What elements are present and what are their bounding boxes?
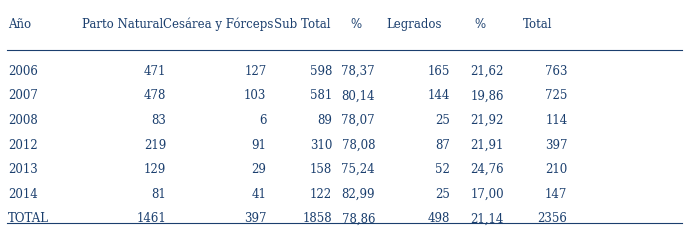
- Text: 2356: 2356: [538, 212, 567, 225]
- Text: 114: 114: [545, 114, 567, 127]
- Text: 725: 725: [545, 89, 567, 102]
- Text: 165: 165: [428, 65, 450, 78]
- Text: 89: 89: [318, 114, 332, 127]
- Text: 122: 122: [310, 188, 332, 201]
- Text: 129: 129: [144, 163, 166, 176]
- Text: 29: 29: [252, 163, 266, 176]
- Text: 2014: 2014: [8, 188, 38, 201]
- Text: 82,99: 82,99: [342, 188, 375, 201]
- Text: 1858: 1858: [302, 212, 332, 225]
- Text: 581: 581: [310, 89, 332, 102]
- Text: 21,14: 21,14: [471, 212, 504, 225]
- Text: Sub Total: Sub Total: [275, 18, 331, 31]
- Text: 1461: 1461: [136, 212, 166, 225]
- Text: 75,24: 75,24: [341, 163, 375, 176]
- Text: 19,86: 19,86: [471, 89, 504, 102]
- Text: %: %: [474, 18, 485, 31]
- Text: 397: 397: [545, 139, 567, 152]
- Text: 87: 87: [435, 139, 450, 152]
- Text: 2012: 2012: [8, 139, 38, 152]
- Text: 6: 6: [259, 114, 266, 127]
- Text: 25: 25: [435, 114, 450, 127]
- Text: 21,62: 21,62: [471, 65, 504, 78]
- Text: 21,92: 21,92: [471, 114, 504, 127]
- Text: 2008: 2008: [8, 114, 38, 127]
- Text: 763: 763: [545, 65, 567, 78]
- Text: 52: 52: [435, 163, 450, 176]
- Text: 158: 158: [310, 163, 332, 176]
- Text: 2013: 2013: [8, 163, 38, 176]
- Text: Año: Año: [8, 18, 31, 31]
- Text: Parto Natural: Parto Natural: [82, 18, 163, 31]
- Text: 310: 310: [310, 139, 332, 152]
- Text: 471: 471: [144, 65, 166, 78]
- Text: 78,86: 78,86: [342, 212, 375, 225]
- Text: 78,37: 78,37: [341, 65, 375, 78]
- Text: 17,00: 17,00: [470, 188, 504, 201]
- Text: 83: 83: [152, 114, 166, 127]
- Text: 144: 144: [428, 89, 450, 102]
- Text: 41: 41: [252, 188, 266, 201]
- Text: 81: 81: [152, 188, 166, 201]
- Text: 2006: 2006: [8, 65, 38, 78]
- Text: 127: 127: [244, 65, 266, 78]
- Text: %: %: [350, 18, 362, 31]
- Text: 78,07: 78,07: [341, 114, 375, 127]
- Text: 498: 498: [428, 212, 450, 225]
- Text: 598: 598: [310, 65, 332, 78]
- Text: 2007: 2007: [8, 89, 38, 102]
- Text: Legrados: Legrados: [387, 18, 442, 31]
- Text: 397: 397: [244, 212, 266, 225]
- Text: TOTAL: TOTAL: [8, 212, 49, 225]
- Text: 80,14: 80,14: [342, 89, 375, 102]
- Text: 21,91: 21,91: [471, 139, 504, 152]
- Text: 91: 91: [252, 139, 266, 152]
- Text: 103: 103: [244, 89, 266, 102]
- Text: 78,08: 78,08: [342, 139, 375, 152]
- Text: 24,76: 24,76: [470, 163, 504, 176]
- Text: Cesárea y Fórceps: Cesárea y Fórceps: [163, 18, 273, 31]
- Text: 147: 147: [545, 188, 567, 201]
- Text: 478: 478: [144, 89, 166, 102]
- Text: 219: 219: [144, 139, 166, 152]
- Text: 210: 210: [545, 163, 567, 176]
- Text: Total: Total: [523, 18, 553, 31]
- Text: 25: 25: [435, 188, 450, 201]
